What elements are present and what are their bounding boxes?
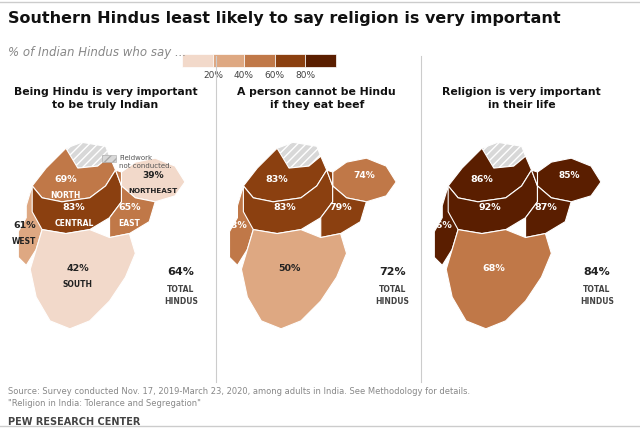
- Text: 64%: 64%: [168, 267, 195, 277]
- Text: 40%: 40%: [234, 71, 254, 80]
- Text: 83%: 83%: [63, 203, 85, 212]
- Polygon shape: [448, 148, 531, 202]
- Text: Source: Survey conducted Nov. 17, 2019-March 23, 2020, among adults in India. Se: Source: Survey conducted Nov. 17, 2019-M…: [8, 387, 470, 408]
- Text: 69%: 69%: [54, 175, 77, 184]
- Polygon shape: [26, 170, 122, 233]
- Text: TOTAL: TOTAL: [167, 285, 195, 294]
- Text: 68%: 68%: [224, 220, 247, 230]
- Polygon shape: [446, 230, 552, 329]
- Text: Religion is very important
in their life: Religion is very important in their life: [442, 87, 601, 110]
- Text: Being Hindu is very important
to be truly Indian: Being Hindu is very important to be trul…: [14, 87, 197, 110]
- Text: 85%: 85%: [559, 171, 580, 180]
- Text: 79%: 79%: [330, 203, 352, 212]
- Text: 50%: 50%: [278, 264, 300, 273]
- Polygon shape: [237, 170, 333, 233]
- Text: 60%: 60%: [264, 71, 285, 80]
- Text: HINDUS: HINDUS: [164, 297, 198, 306]
- Text: % of Indian Hindus who say ...: % of Indian Hindus who say ...: [8, 46, 186, 59]
- Text: SOUTH: SOUTH: [63, 280, 93, 289]
- Polygon shape: [32, 148, 116, 202]
- Polygon shape: [243, 148, 327, 202]
- Text: 84%: 84%: [584, 267, 611, 277]
- Polygon shape: [19, 186, 42, 265]
- Text: 86%: 86%: [470, 175, 493, 184]
- Text: Southern Hindus least likely to say religion is very important: Southern Hindus least likely to say reli…: [8, 11, 560, 26]
- Polygon shape: [321, 170, 366, 237]
- Text: PEW RESEARCH CENTER: PEW RESEARCH CENTER: [8, 417, 140, 427]
- Polygon shape: [442, 170, 538, 233]
- Polygon shape: [525, 170, 572, 237]
- Text: 39%: 39%: [143, 171, 164, 180]
- Bar: [102, 155, 116, 162]
- Text: 65%: 65%: [118, 203, 141, 212]
- Polygon shape: [538, 158, 601, 202]
- Text: 92%: 92%: [479, 203, 501, 212]
- Text: CENTRAL: CENTRAL: [54, 219, 93, 228]
- Text: 72%: 72%: [379, 267, 406, 277]
- Text: 61%: 61%: [13, 220, 36, 230]
- Text: 83%: 83%: [266, 175, 289, 184]
- Text: 83%: 83%: [274, 203, 296, 212]
- Text: 80%: 80%: [295, 71, 316, 80]
- Polygon shape: [122, 158, 185, 202]
- Polygon shape: [273, 142, 321, 168]
- Text: TOTAL: TOTAL: [583, 285, 611, 294]
- Text: Fieldwork
not conducted.: Fieldwork not conducted.: [120, 155, 172, 169]
- Polygon shape: [109, 170, 156, 237]
- Text: HINDUS: HINDUS: [375, 297, 409, 306]
- Text: 74%: 74%: [353, 171, 375, 180]
- Polygon shape: [30, 230, 136, 329]
- Polygon shape: [230, 186, 253, 265]
- Text: 42%: 42%: [67, 264, 89, 273]
- Polygon shape: [435, 186, 458, 265]
- Polygon shape: [478, 142, 525, 168]
- Text: 86%: 86%: [429, 220, 452, 230]
- Text: A person cannot be Hindu
if they eat beef: A person cannot be Hindu if they eat bee…: [237, 87, 396, 110]
- Text: WEST: WEST: [12, 237, 36, 246]
- Text: TOTAL: TOTAL: [378, 285, 406, 294]
- Text: 20%: 20%: [203, 71, 223, 80]
- Text: 87%: 87%: [534, 203, 557, 212]
- Text: NORTH: NORTH: [51, 191, 81, 200]
- Text: NORTHEAST: NORTHEAST: [129, 188, 178, 194]
- Polygon shape: [241, 230, 347, 329]
- Text: EAST: EAST: [118, 219, 140, 228]
- Polygon shape: [333, 158, 396, 202]
- Polygon shape: [62, 142, 109, 168]
- Text: HINDUS: HINDUS: [580, 297, 614, 306]
- Text: 68%: 68%: [483, 264, 505, 273]
